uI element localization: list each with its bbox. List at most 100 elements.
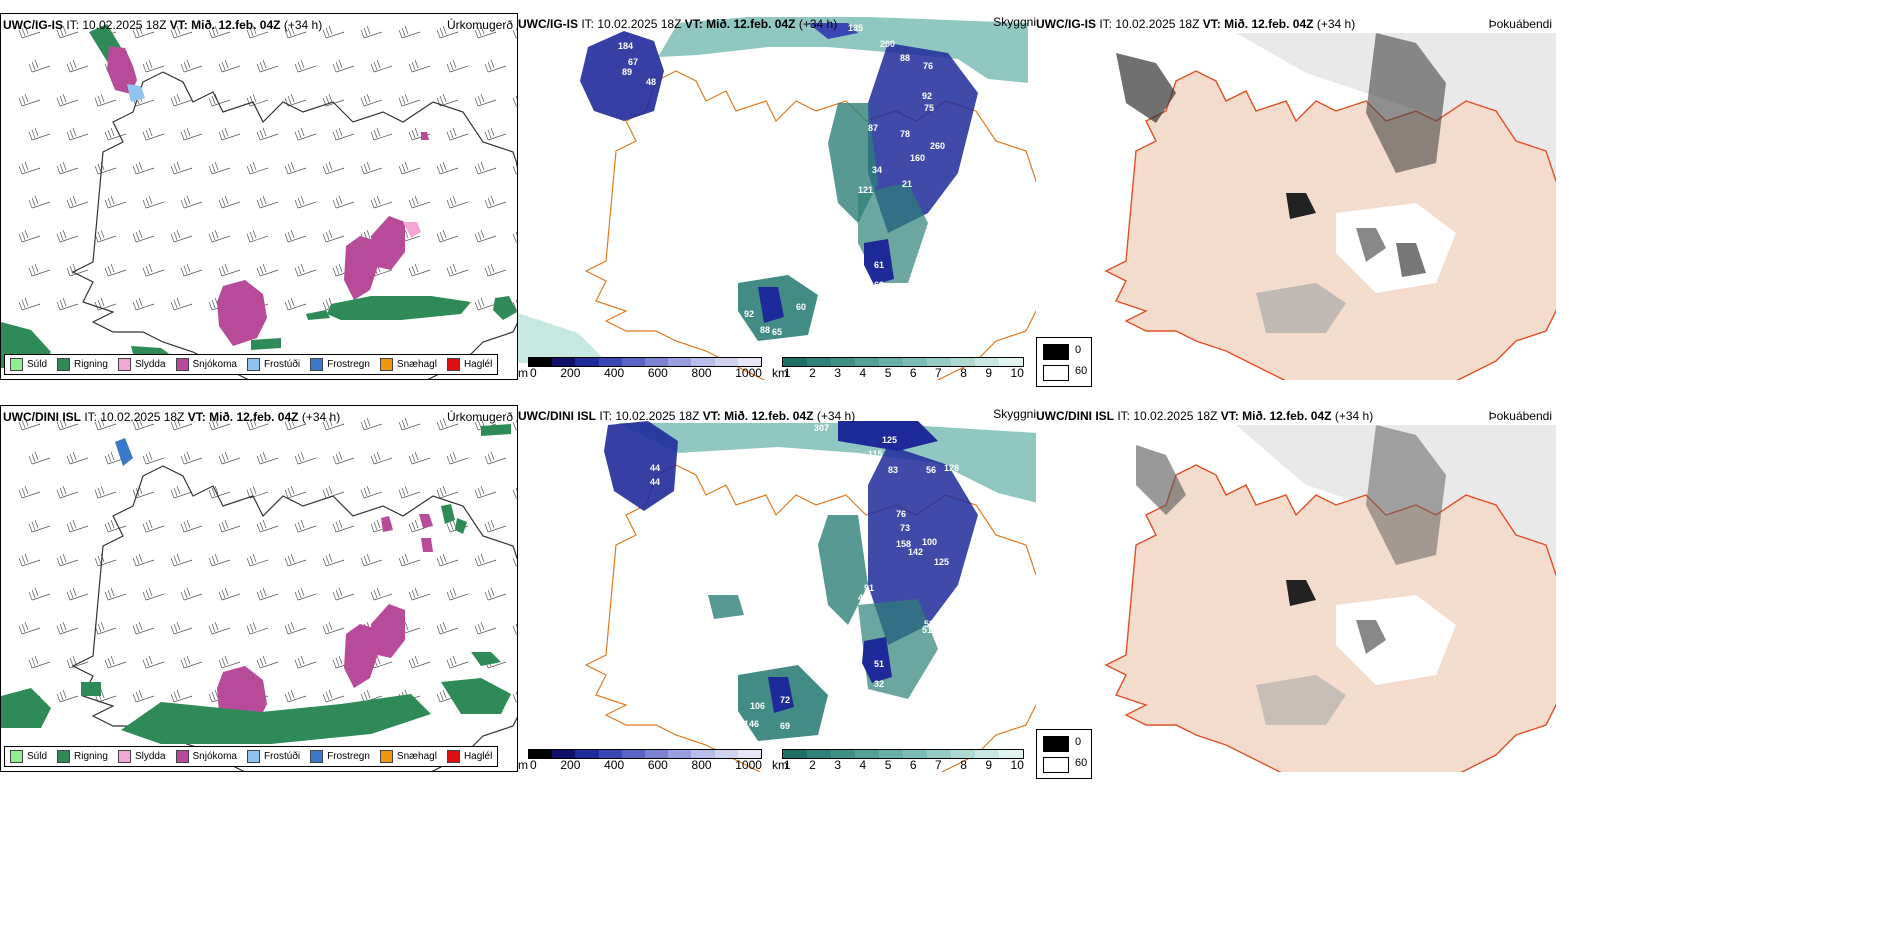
- wind-barb: [180, 127, 203, 141]
- colorbar-step: [807, 358, 831, 366]
- wind-barb: [94, 689, 117, 703]
- colorbar-step: [999, 358, 1023, 366]
- colorbar-step: [879, 358, 903, 366]
- colorbar-tick: 5: [884, 758, 892, 772]
- ceiling-label: 55: [938, 215, 948, 225]
- ceiling-label: 72: [780, 695, 790, 705]
- ceiling-label: 128: [944, 463, 959, 473]
- legend-label: Snæhagl: [396, 359, 437, 370]
- wind-barb: [18, 417, 41, 431]
- vt-value: Mið. 12.feb. 04Z: [706, 17, 796, 31]
- colorbar-tick: 1: [784, 758, 791, 772]
- legend-item: Rigning: [57, 750, 108, 763]
- iceland-outline: [584, 70, 1036, 380]
- legend-item: Frostregn: [310, 750, 370, 763]
- wind-barb: [142, 655, 165, 669]
- wind-barb: [370, 587, 393, 601]
- legend-label: Frostúði: [263, 751, 301, 762]
- wind-barb: [28, 127, 51, 141]
- wind-barb: [284, 161, 307, 175]
- wind-barb: [18, 485, 41, 499]
- legend-label: Snjókoma: [192, 751, 237, 762]
- wind-barb: [484, 263, 507, 277]
- wind-barb: [246, 25, 269, 39]
- model-name: UWC/IG-IS: [1036, 17, 1096, 31]
- wind-barb: [104, 263, 127, 277]
- colorbar-step: [645, 750, 669, 758]
- wind-barb: [446, 655, 469, 669]
- wind-barb: [322, 161, 345, 175]
- legend-label: Rigning: [74, 751, 108, 762]
- wind-barb: [142, 59, 165, 73]
- colorbar-step: [807, 750, 831, 758]
- colorbar-tick: 5: [884, 366, 892, 380]
- wind-barb: [256, 127, 279, 141]
- vt-label: VT:: [1220, 409, 1239, 423]
- wind-barb: [408, 519, 431, 533]
- wind-barb: [28, 655, 51, 669]
- colorbar-unit: km: [772, 758, 788, 772]
- it-value: 10.02.2025 18Z: [82, 18, 167, 32]
- ceiling-label: 51: [874, 659, 884, 669]
- wind-barb: [322, 553, 345, 567]
- freezing-drizzle-patch: [127, 84, 145, 102]
- it-value: 10.02.2025 18Z: [597, 17, 682, 31]
- colorbar-tick: 600: [647, 366, 668, 380]
- colorbar-tick: 7: [935, 366, 942, 380]
- wind-barb: [132, 229, 155, 243]
- model-name: UWC/IG-IS: [518, 17, 578, 31]
- ceiling-label: 44: [650, 463, 660, 473]
- precip-map-top: [1, 24, 517, 379]
- wind-barb: [132, 417, 155, 431]
- fog-legend-top: 0 60: [1036, 337, 1092, 387]
- colorbar-ticks: 0 200 400 600 800 1000: [530, 366, 762, 380]
- lead-time: (+34 h): [301, 410, 341, 424]
- colorbar-step: [598, 358, 622, 366]
- colorbar-tick: 3: [834, 366, 842, 380]
- colorbar-tick: 6: [909, 366, 917, 380]
- wind-barb: [322, 689, 345, 703]
- wind-barb: [208, 553, 231, 567]
- wind-barb: [294, 655, 317, 669]
- legend-item: Frostregn: [310, 358, 370, 371]
- visibility-scale-bot: km 1 2 3 4 5 6 7 8 9 10: [772, 748, 1034, 772]
- model-name: UWC/DINI ISL: [1036, 409, 1114, 423]
- ceiling-label: 68: [874, 280, 884, 290]
- legend-item: Haglél: [446, 750, 492, 763]
- wind-barb: [18, 553, 41, 567]
- legend-swatch: [175, 750, 189, 763]
- legend-label: Frostúði: [263, 359, 301, 370]
- ceiling-label: 75: [924, 103, 934, 113]
- colorbar-tick: 8: [960, 758, 967, 772]
- colorbar-tick: 800: [691, 758, 712, 772]
- wind-barb: [28, 59, 51, 73]
- visibility-scale-top: km 1 2 3 4 5 6 7 8 9 10: [772, 356, 1034, 380]
- wind-barb: [436, 689, 459, 703]
- fog-legend-low: 0: [1075, 736, 1082, 748]
- wind-barb: [360, 485, 383, 499]
- wind-barb: [208, 621, 231, 635]
- legend-label: Súld: [27, 751, 48, 762]
- wind-barb: [256, 263, 279, 277]
- wind-barb: [284, 553, 307, 567]
- colorbar-step: [879, 750, 903, 758]
- lead-time: (+34 h): [1316, 17, 1356, 31]
- it-value: 10.02.2025 18Z: [1133, 409, 1218, 423]
- ceiling-label: 48: [646, 77, 656, 87]
- ceiling-label: 89: [622, 67, 632, 77]
- vt-value: Mið. 12.feb. 04Z: [724, 409, 814, 423]
- vt-label: VT:: [169, 18, 188, 32]
- model-name: UWC/DINI ISL: [3, 410, 81, 424]
- wind-barb: [370, 59, 393, 73]
- wind-barb: [18, 25, 41, 39]
- lead-time: (+34 h): [283, 18, 323, 32]
- snow-patch: [107, 46, 137, 94]
- fog-shading: [1136, 425, 1456, 725]
- wind-barb: [512, 95, 517, 107]
- wind-barb: [218, 263, 241, 277]
- panel-bot-right-fog: UWC/DINI ISL IT: 10.02.2025 18Z VT: Mið.…: [1036, 405, 1556, 772]
- legend-label: Snæhagl: [396, 751, 437, 762]
- wind-barb: [474, 485, 497, 499]
- wind-barb: [294, 195, 317, 209]
- wind-barb: [56, 297, 79, 311]
